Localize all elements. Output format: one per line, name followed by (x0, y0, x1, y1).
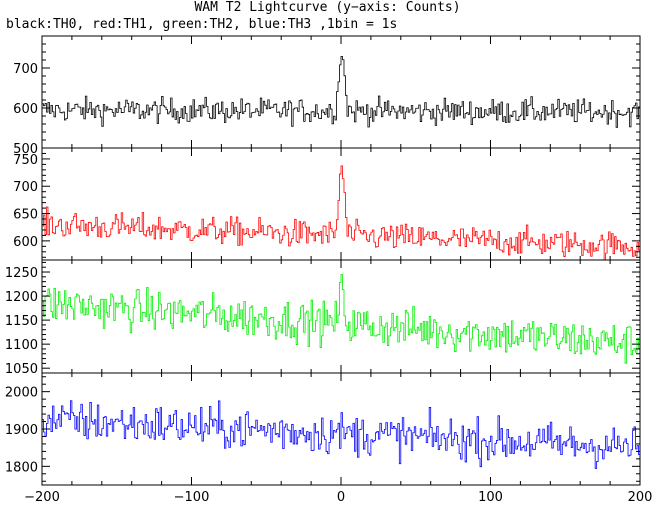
y-tick-label: 650 (13, 208, 38, 223)
y-tick-label: 600 (13, 235, 38, 250)
y-tick-label: 750 (13, 153, 38, 168)
chart-subtitle: black:TH0, red:TH1, green:TH2, blue:TH3 … (6, 17, 398, 32)
x-tick-label: 0 (337, 490, 345, 505)
series-line-th0 (42, 55, 640, 128)
y-tick-label: 2000 (5, 386, 38, 401)
series-line-th2 (42, 274, 640, 364)
series-line-th3 (42, 400, 640, 469)
x-tick-label: 200 (628, 490, 653, 505)
y-tick-label: 1800 (5, 460, 38, 475)
y-tick-label: 700 (13, 62, 38, 77)
x-tick-label: 100 (478, 490, 503, 505)
y-tick-label: 1200 (5, 290, 38, 305)
y-tick-label: 1050 (5, 362, 38, 377)
chart-title: WAM T2 Lightcurve (y−axis: Counts) (194, 0, 461, 15)
series-line-th1 (42, 165, 640, 261)
y-tick-label: 1250 (5, 266, 38, 281)
y-tick-label: 500 (13, 142, 38, 157)
x-tick-label: −100 (174, 490, 210, 505)
y-tick-label: 700 (13, 180, 38, 195)
y-tick-label: 1900 (5, 423, 38, 438)
y-tick-label: 1100 (5, 338, 38, 353)
y-tick-label: 600 (13, 102, 38, 117)
y-tick-label: 1150 (5, 314, 38, 329)
panel-frame-th0 (41, 35, 641, 149)
x-tick-label: −200 (24, 490, 60, 505)
